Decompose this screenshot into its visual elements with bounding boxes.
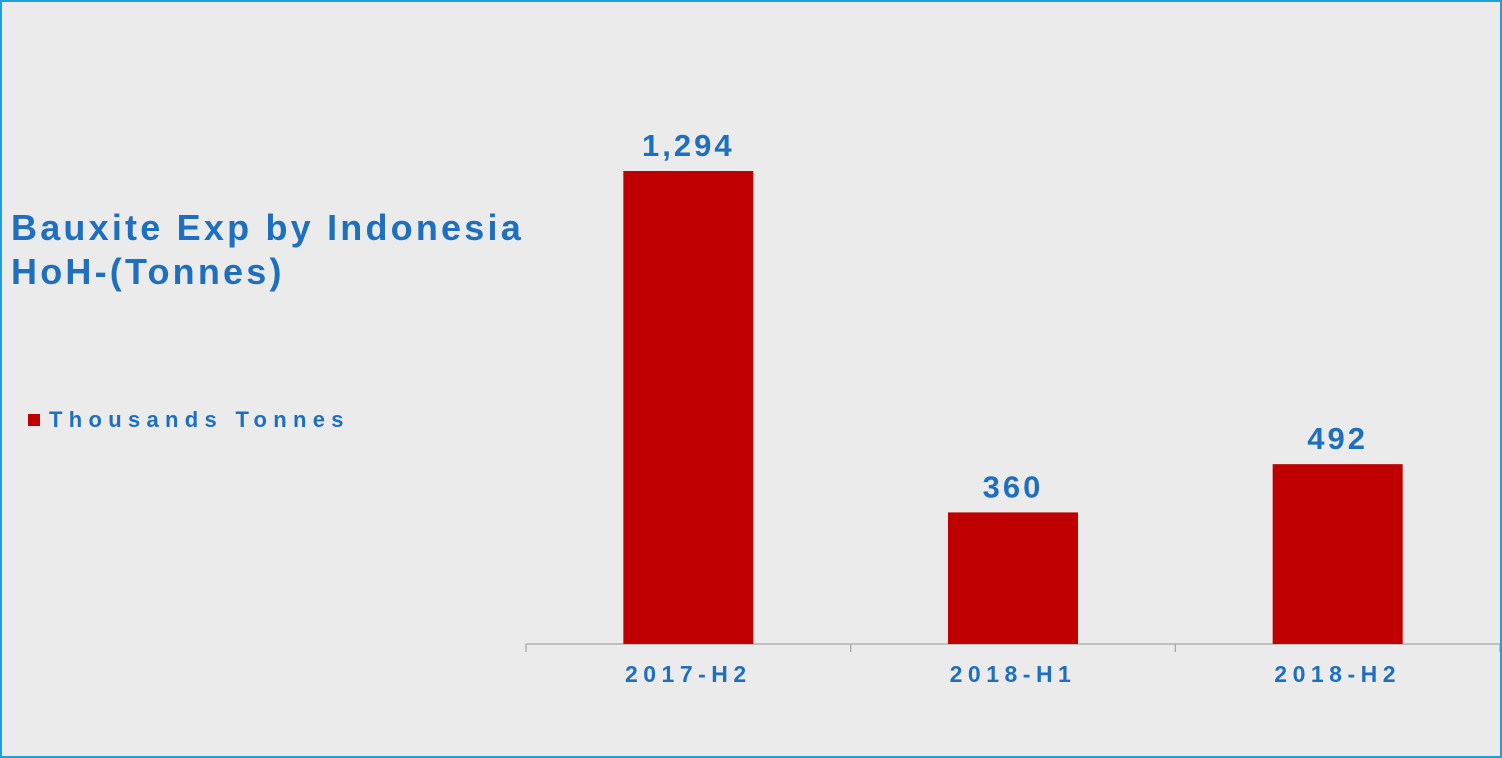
bar-2018-H2 xyxy=(1272,464,1403,644)
x-tick-label-2017-H2: 2017-H2 xyxy=(625,661,752,687)
x-tick-label-2018-H2: 2018-H2 xyxy=(1274,661,1401,687)
x-tick-label-2018-H1: 2018-H1 xyxy=(950,661,1077,687)
bar-2018-H1 xyxy=(948,512,1078,644)
data-label-2018-H2: 492 xyxy=(1307,421,1368,456)
legend-label: Thousands Tonnes xyxy=(49,407,350,432)
chart-legend: Thousands Tonnes xyxy=(28,406,350,434)
bar-2017-H2 xyxy=(623,171,754,644)
data-label-2017-H2: 1,294 xyxy=(642,128,735,163)
data-label-2018-H1: 360 xyxy=(983,469,1044,504)
legend-swatch xyxy=(28,414,40,426)
chart-title: Bauxite Exp by Indonesia HoH-(Tonnes) xyxy=(11,207,524,292)
